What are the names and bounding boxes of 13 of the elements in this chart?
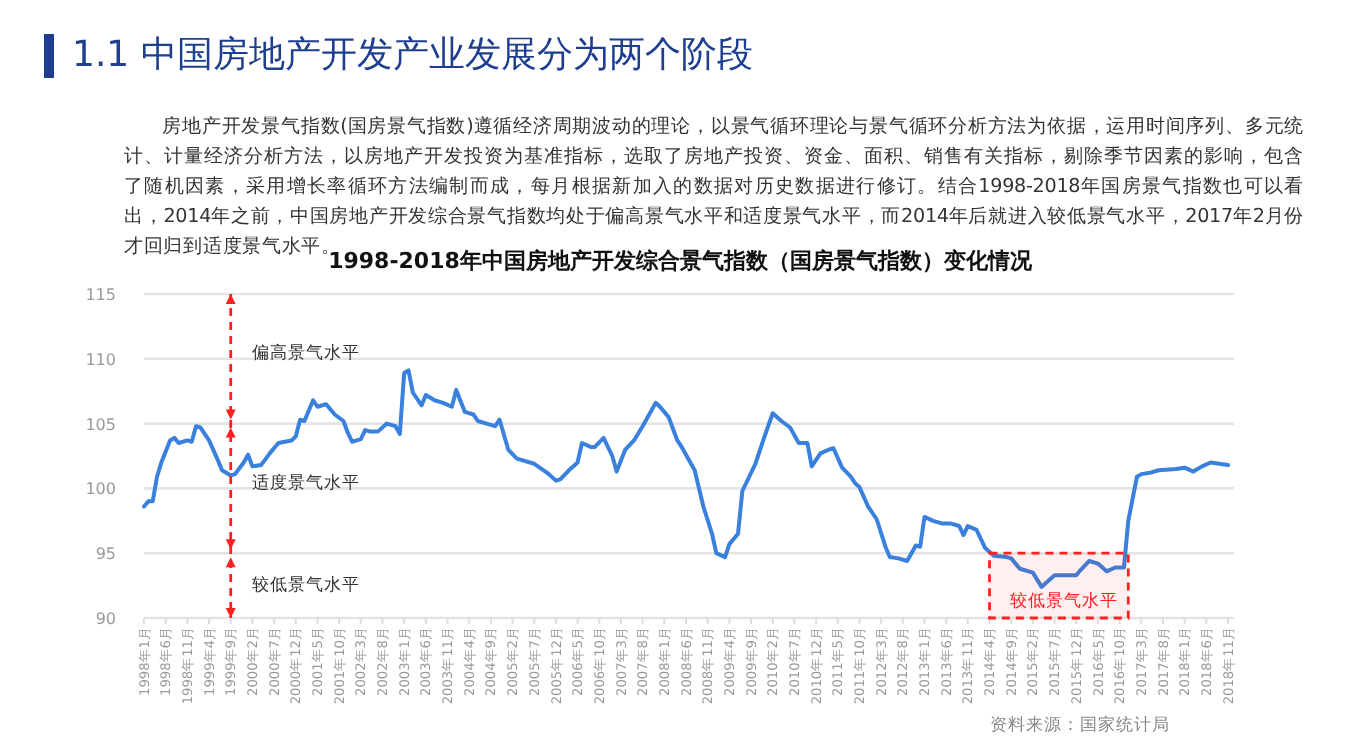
text: 资料来源：国家统计局 <box>990 714 1170 738</box>
annotation: 偏高景气水平 <box>252 342 360 366</box>
annotation: 适度景气水平 <box>252 472 360 496</box>
annotation: 较低景气水平 <box>252 574 360 598</box>
annotation: 较低景气水平 <box>1010 590 1118 614</box>
text: 1.1 中国房地产开发产业发展分为两个阶段 <box>72 32 753 78</box>
y-tick-label: 95 <box>95 545 116 564</box>
y-tick-label: 115 <box>85 286 116 304</box>
y-tick-label: 110 <box>85 350 116 369</box>
y-tick-label: 90 <box>95 610 116 628</box>
y-tick-label: 105 <box>85 415 116 434</box>
line-series <box>142 368 1230 589</box>
y-tick-label: 100 <box>85 480 116 499</box>
